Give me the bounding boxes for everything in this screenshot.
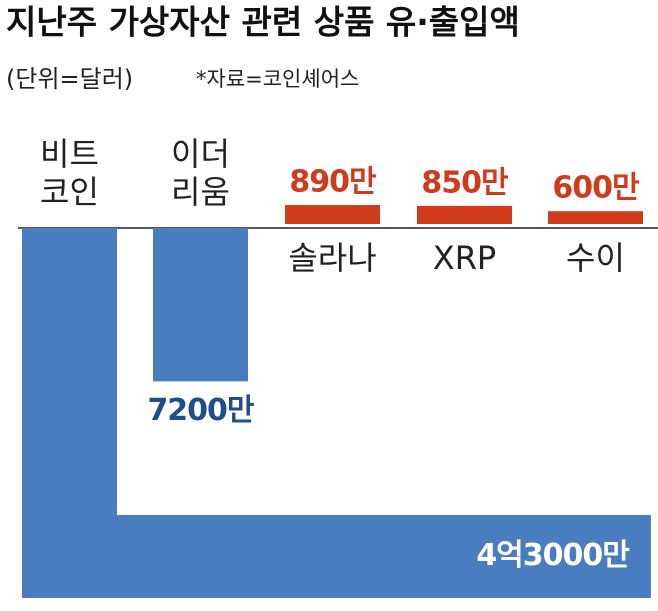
x-tick-label: XRP	[433, 239, 496, 277]
chart-source: *자료=코인셰어스	[196, 67, 359, 91]
bar	[417, 205, 512, 224]
x-tick-label: 리움	[171, 173, 230, 211]
bar	[285, 205, 380, 224]
bar	[22, 228, 651, 598]
x-tick-label: 수이	[566, 239, 625, 277]
value-label: 850만	[421, 165, 509, 200]
chart-subtitle: (단위=달러)	[6, 65, 133, 93]
value-label: 600만	[552, 171, 640, 206]
chart-title: 지난주 가상자산 관련 상품 유·출입액	[6, 3, 520, 42]
bar	[153, 228, 248, 382]
bar	[548, 211, 643, 224]
x-tick-label: 코인	[40, 173, 99, 211]
x-tick-label: 솔라나	[288, 239, 376, 277]
value-label: 4억3000만	[476, 538, 630, 573]
x-tick-label: 비트	[40, 135, 99, 173]
value-label: 7200만	[147, 393, 254, 428]
value-label: 890만	[289, 165, 377, 200]
x-tick-label: 이더	[171, 135, 230, 173]
